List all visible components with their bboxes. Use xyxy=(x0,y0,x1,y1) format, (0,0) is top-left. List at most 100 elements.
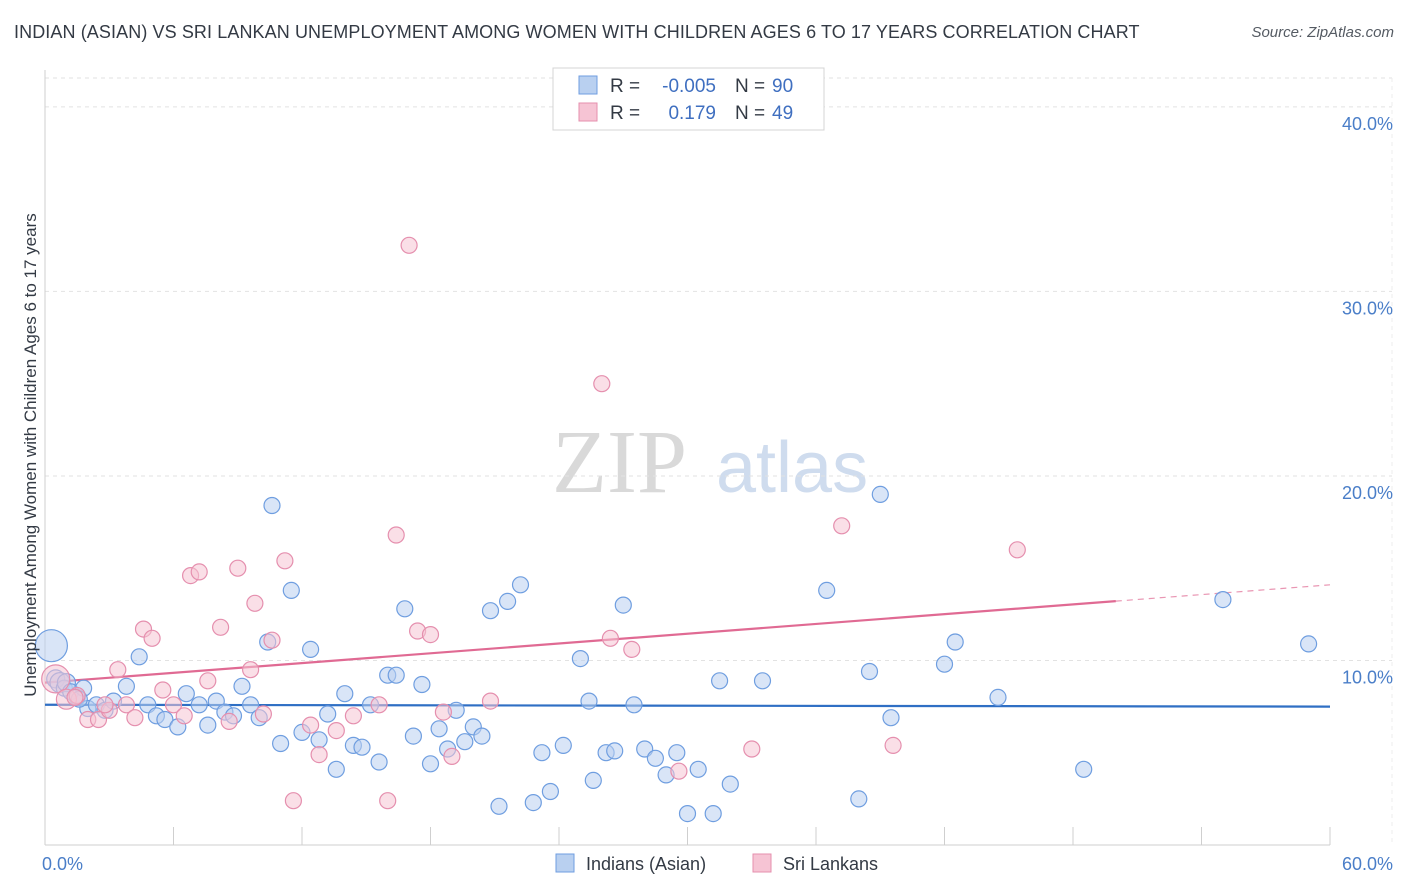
legend-r-value-indians: -0.005 xyxy=(662,76,716,97)
indians-point-61 xyxy=(571,649,590,668)
srilankans-point-44 xyxy=(833,517,851,535)
srilankans-point-6 xyxy=(109,661,127,679)
indians-point-87 xyxy=(1214,590,1232,609)
x-tick-min: 0.0% xyxy=(42,854,83,874)
srilankans-point-29 xyxy=(344,707,362,725)
indians-point-16 xyxy=(156,710,174,729)
indians-point-46 xyxy=(421,755,440,773)
srilankans-point-46 xyxy=(1008,541,1026,559)
series-legend: Indians (Asian) Sri Lankans xyxy=(555,853,878,874)
indians-point-55 xyxy=(499,592,517,611)
srilankans-point-17 xyxy=(212,618,230,636)
srilankans-point-40 xyxy=(601,629,620,647)
indians-point-19 xyxy=(190,696,208,714)
srilankans-point-8 xyxy=(126,709,144,727)
srilankans-point-30 xyxy=(370,696,388,714)
indians-point-52 xyxy=(473,727,491,745)
legend-n-value-srilankans: 49 xyxy=(772,103,793,124)
indians-point-45 xyxy=(413,675,431,694)
indians-point-43 xyxy=(396,600,414,618)
indians-point-71 xyxy=(668,744,686,762)
srilankans-point-35 xyxy=(421,625,440,644)
indians-point-81 xyxy=(871,485,889,503)
indians-point-47 xyxy=(430,720,448,738)
x-tick-max: 60.0% xyxy=(1342,854,1393,874)
indians-point-86 xyxy=(1075,760,1093,778)
srilankans-point-31 xyxy=(379,792,397,810)
srilankans-point-13 xyxy=(175,707,193,725)
series-legend-label-srilankans: Sri Lankans xyxy=(783,854,878,874)
indians-point-58 xyxy=(533,744,551,762)
srilankans-point-21 xyxy=(246,594,264,612)
srilankans-point-18 xyxy=(220,712,238,731)
watermark-zip: ZIP xyxy=(552,413,687,512)
srilankans-point-20 xyxy=(242,661,260,679)
gridlines xyxy=(45,77,1392,661)
correlation-legend: R = -0.005 N = 90 R = 0.179 N = 49 xyxy=(552,67,825,131)
indians-point-69 xyxy=(646,749,665,767)
axes xyxy=(44,70,1393,846)
indians-point-82 xyxy=(882,709,900,727)
srilankans-point-22 xyxy=(254,705,272,723)
indians-point-88 xyxy=(1299,635,1318,653)
watermark-atlas: atlas xyxy=(716,428,868,508)
indians-point-57 xyxy=(524,793,542,812)
indians-point-28 xyxy=(263,496,281,515)
srilankans-point-48 xyxy=(66,688,84,707)
srilankans-point-28 xyxy=(327,721,345,740)
indians-point-38 xyxy=(353,738,371,756)
srilankans-point-25 xyxy=(284,792,302,810)
srilankans-point-37 xyxy=(443,747,461,766)
srilankans-point-26 xyxy=(302,716,320,734)
indians-point-56 xyxy=(511,576,530,594)
indians-point-83 xyxy=(935,655,954,673)
indians-point-12 xyxy=(117,677,136,695)
indians-point-20 xyxy=(199,716,217,734)
srilankans-point-15 xyxy=(190,563,208,581)
srilankans-point-0 xyxy=(41,664,71,694)
indians-point-59 xyxy=(541,782,560,801)
indians-point-60 xyxy=(554,736,572,755)
legend-r-label-srilankans: R = xyxy=(610,103,640,124)
indians-point-18 xyxy=(177,685,195,703)
indians-point-85 xyxy=(989,688,1007,707)
watermark: ZIP atlas xyxy=(552,413,868,512)
indians-point-30 xyxy=(282,581,300,600)
indians-point-79 xyxy=(850,790,868,808)
y-tick-label-30: 30.0% xyxy=(1342,298,1393,318)
srilankans-trend-line-dashed xyxy=(1115,584,1331,602)
legend-swatch-srilankans xyxy=(578,102,598,122)
srilankans-point-11 xyxy=(154,681,172,699)
legend-r-value-srilankans: 0.179 xyxy=(668,103,716,124)
indians-point-53 xyxy=(481,602,500,620)
srilankans-point-39 xyxy=(593,375,611,393)
indians-point-78 xyxy=(818,581,836,600)
srilankans-trend-line xyxy=(44,600,1116,684)
series-legend-swatch-indians xyxy=(555,853,575,873)
indians-point-80 xyxy=(860,662,879,681)
indians-point-72 xyxy=(678,804,697,823)
indians-point-65 xyxy=(606,742,624,760)
srilankans-point-10 xyxy=(143,629,161,647)
srilankans-point-42 xyxy=(670,762,688,780)
indians-point-36 xyxy=(336,685,354,703)
indians-point-67 xyxy=(625,696,643,714)
chart-title: INDIAN (ASIAN) VS SRI LANKAN UNEMPLOYMEN… xyxy=(14,22,1140,42)
indians-point-34 xyxy=(319,705,337,723)
srilankans-point-16 xyxy=(199,672,217,690)
series-legend-swatch-srilankans xyxy=(752,853,772,873)
y-axis-label: Unemployment Among Women with Children A… xyxy=(21,213,40,697)
y-tick-label-10: 10.0% xyxy=(1342,667,1393,687)
srilankans-point-12 xyxy=(164,696,183,714)
indians-point-73 xyxy=(689,760,707,778)
indians-point-0 xyxy=(34,629,69,663)
indians-point-66 xyxy=(614,596,632,614)
legend-n-value-indians: 90 xyxy=(772,76,793,97)
indians-point-76 xyxy=(721,775,739,793)
srilankans-point-45 xyxy=(884,736,902,755)
series-legend-label-indians: Indians (Asian) xyxy=(586,854,706,874)
srilankans-point-23 xyxy=(263,631,281,649)
indians-point-75 xyxy=(710,672,729,690)
srilankans-point-32 xyxy=(387,526,405,544)
indians-trend-line xyxy=(44,703,1331,708)
